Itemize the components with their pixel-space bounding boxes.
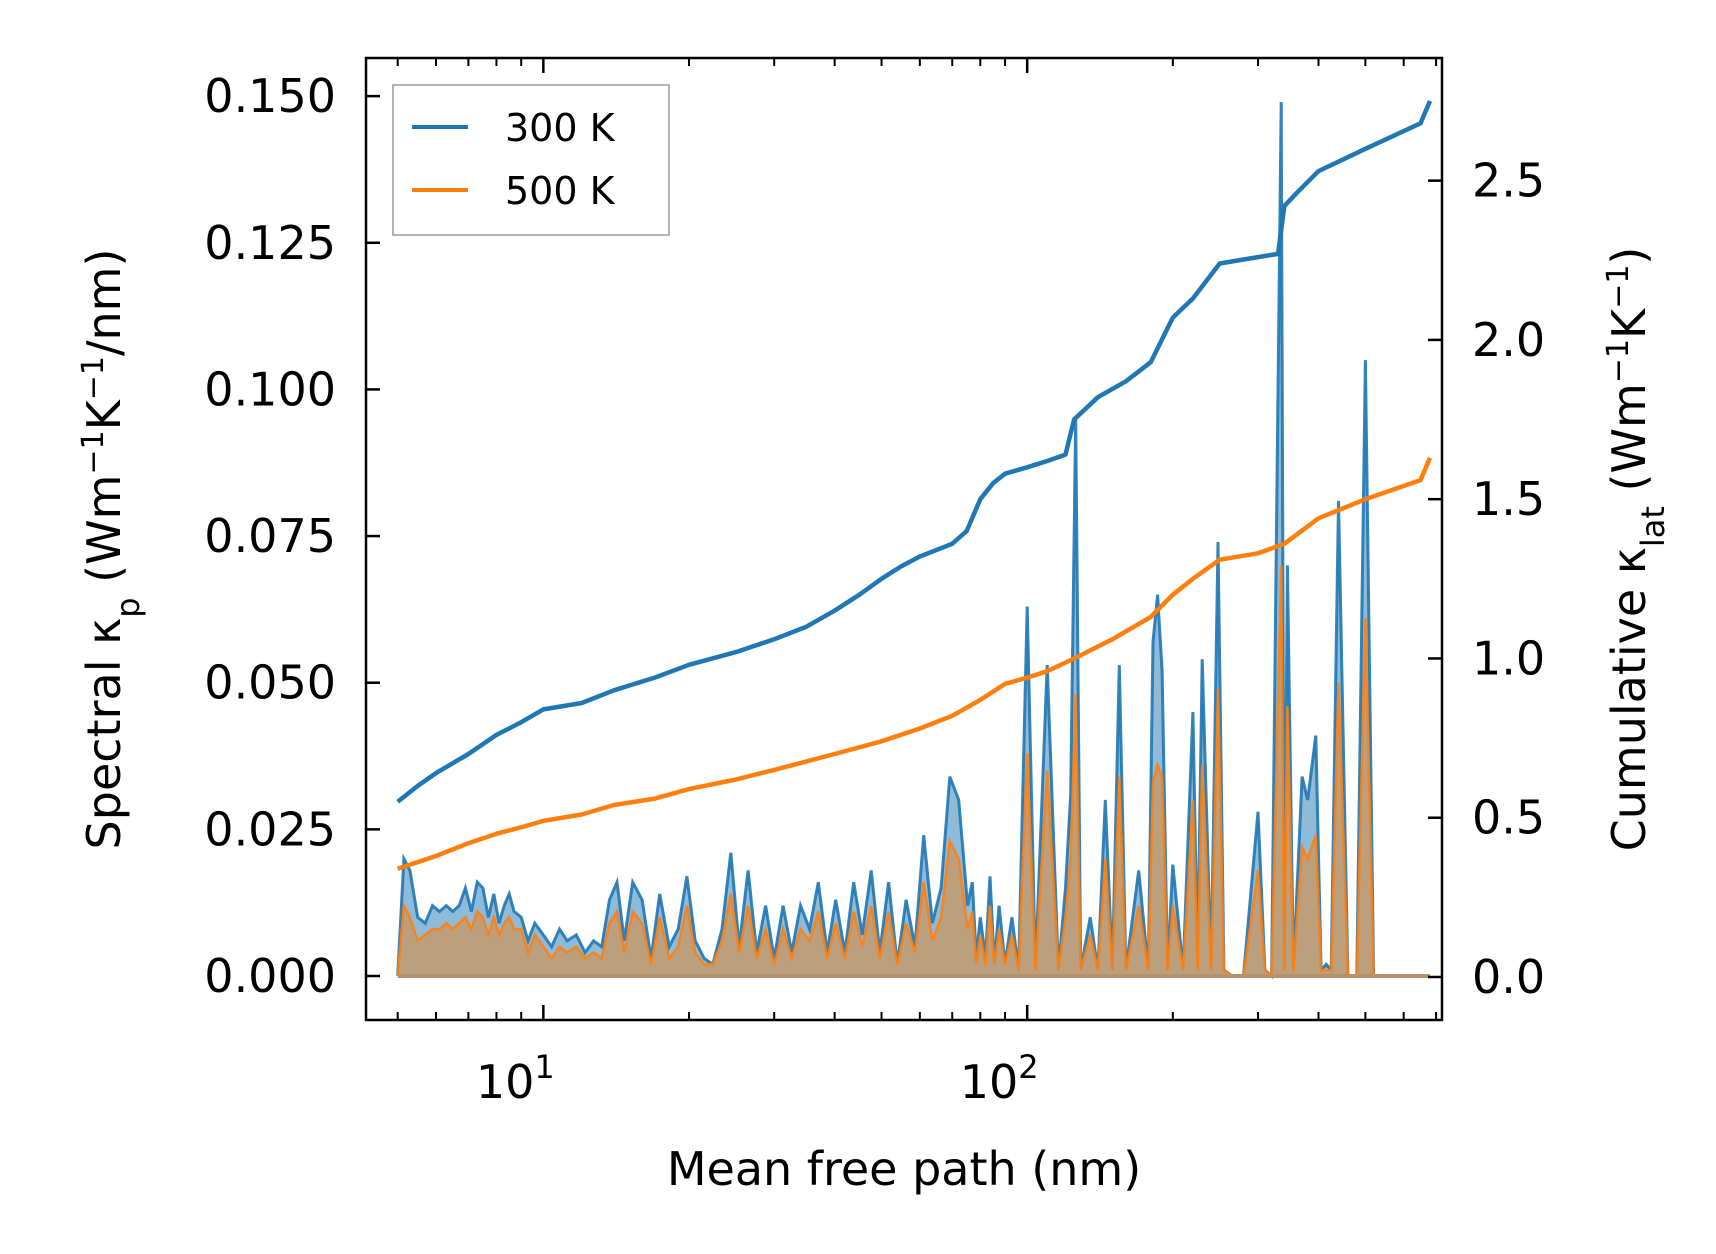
x-tick-label-base: 10 xyxy=(960,1055,1019,1109)
cumulative-line-300k xyxy=(396,100,1433,804)
y-left-tick-label: 0.025 xyxy=(204,802,336,856)
x-tick-label: 102 xyxy=(960,1048,1039,1109)
x-tick-label-base: 10 xyxy=(476,1055,535,1109)
y-left-label-sup1: −1 xyxy=(76,430,111,474)
y-right-label-unit-open: (Wm xyxy=(1602,383,1656,506)
legend-box xyxy=(392,84,670,236)
x-tick-label: 101 xyxy=(476,1048,555,1109)
y-left-tick-label: 0.150 xyxy=(204,69,336,123)
y-left-label-unit-close: /nm) xyxy=(77,249,131,356)
x-tick-label-exp: 1 xyxy=(534,1048,554,1086)
y-right-label-unit-close: ) xyxy=(1602,247,1656,265)
legend-label-300k: 300 K xyxy=(505,106,616,150)
y-right-tick-label: 0.5 xyxy=(1472,791,1545,845)
y-left-tick-label: 0.125 xyxy=(204,216,336,270)
spectral-layer xyxy=(396,101,1431,980)
y-left-tick-label: 0.075 xyxy=(204,509,336,563)
x-axis-label: Mean free path (nm) xyxy=(667,1142,1141,1196)
y-axis-left-label: Spectral κp (Wm−1K−1/nm) xyxy=(76,249,148,850)
y-right-tick-label: 1.0 xyxy=(1472,631,1545,685)
y-left-tick-label: 0.100 xyxy=(204,362,336,416)
spectral-line-500k xyxy=(396,565,1430,979)
y-left-label-unit-open: (Wm xyxy=(77,475,131,598)
cumulative-line-500k xyxy=(396,456,1433,871)
y-left-label-mid: K xyxy=(77,398,131,430)
x-tick-label-exp: 2 xyxy=(1018,1048,1038,1086)
spectral-line-300k xyxy=(396,101,1430,980)
y-right-tick-label: 0.0 xyxy=(1472,950,1545,1004)
y-right-label-sup1: −1 xyxy=(1601,339,1636,383)
y-axis-right-label: Cumulative κlat (Wm−1K−1) xyxy=(1601,247,1673,852)
legend: 300 K 500 K xyxy=(392,84,670,236)
y-left-label-sub: p xyxy=(109,597,147,617)
y-right-tick-label: 2.5 xyxy=(1472,154,1545,208)
y-left-tick-label: 0.000 xyxy=(204,949,336,1003)
y-left-tick-label: 0.050 xyxy=(204,656,336,710)
y-right-tick-label: 2.0 xyxy=(1472,313,1545,367)
y-right-label-mid: K xyxy=(1602,307,1656,339)
spectral-area-500k xyxy=(397,565,1431,976)
y-right-label-main: Cumulative κ xyxy=(1602,547,1656,851)
plot-frame xyxy=(364,56,1444,1022)
y-right-label-sub: lat xyxy=(1634,506,1672,547)
y-right-tick-label: 1.5 xyxy=(1472,472,1545,526)
y-left-label-sup2: −1 xyxy=(76,356,111,400)
cumulative-layer xyxy=(396,100,1433,871)
legend-label-500k: 500 K xyxy=(505,169,616,213)
ticks-layer: 0.000 0.025 0.050 0.075 0.100 0.125 0.150 0.0 0.… xyxy=(204,58,1545,1109)
y-left-label-main: Spectral κ xyxy=(77,618,131,850)
y-right-label-sup2: −1 xyxy=(1601,265,1636,309)
